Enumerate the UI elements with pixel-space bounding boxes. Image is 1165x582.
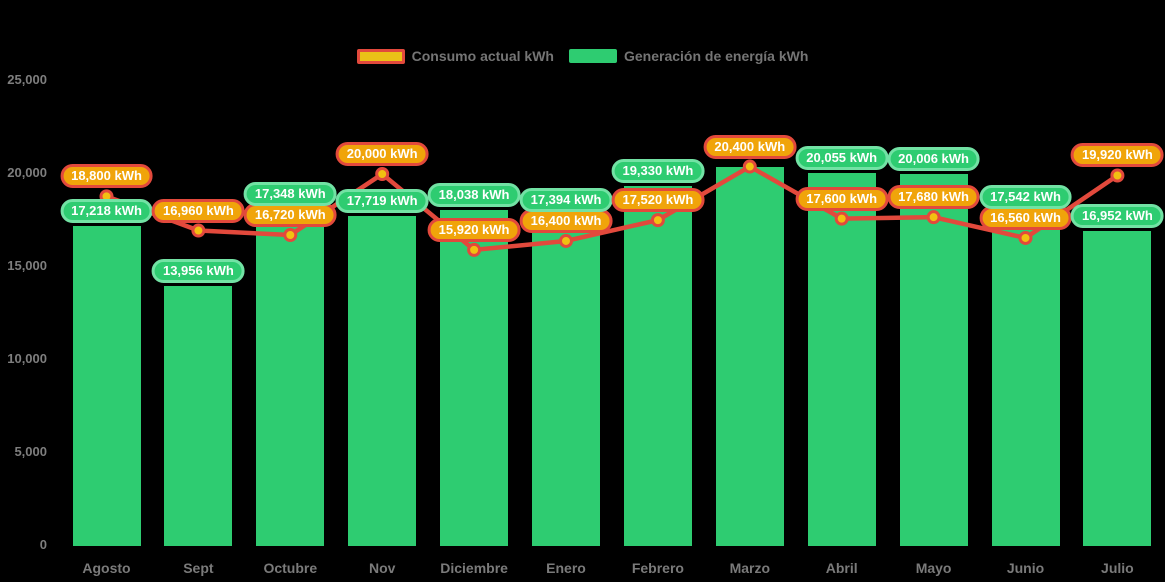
generation-value-label: 20,055 kWh (795, 145, 889, 170)
generation-value-label: 17,719 kWh (335, 189, 429, 214)
line-marker (1018, 230, 1033, 245)
generation-bar (72, 225, 141, 546)
generation-bar (899, 173, 968, 546)
generation-value-label: 19,330 kWh (611, 159, 705, 184)
generation-value-label: 20,006 kWh (887, 146, 981, 171)
consumption-value-label: 17,600 kWh (795, 186, 889, 211)
legend-item-generation: Generación de energía kWh (568, 48, 809, 64)
generation-value-label: 16,952 kWh (1070, 203, 1164, 228)
x-axis-label-octubre: Octubre (263, 560, 318, 576)
line-marker (742, 159, 757, 174)
consumption-value-label: 20,400 kWh (703, 134, 797, 159)
x-axis-label-abril: Abril (825, 560, 858, 576)
line-marker (834, 211, 849, 226)
consumption-value-label: 16,720 kWh (243, 203, 337, 227)
chart-legend: Consumo actual kWh Generación de energía… (0, 48, 1165, 64)
generation-value-label: 17,394 kWh (519, 187, 613, 212)
line-marker (650, 213, 665, 228)
consumption-value-label: 20,000 kWh (335, 142, 429, 166)
x-axis-label-enero: Enero (546, 560, 586, 576)
consumption-line-path (105, 164, 1119, 253)
generation-value-label: 17,542 kWh (979, 184, 1072, 209)
generation-swatch-icon (568, 49, 617, 63)
consumption-value-label: 18,800 kWh (60, 164, 153, 189)
x-axis-label-mayo: Mayo (915, 560, 952, 576)
legend-label-consumption: Consumo actual kWh (411, 48, 554, 64)
legend-label-generation: Generación de energía kWh (623, 48, 809, 64)
x-axis-label-agosto: Agosto (82, 560, 131, 576)
x-axis-label-sept: Sept (183, 560, 214, 576)
x-axis-label-febrero: Febrero (631, 560, 684, 576)
line-marker (1110, 168, 1125, 183)
consumption-value-label: 16,560 kWh (979, 205, 1072, 230)
line-marker (283, 228, 298, 243)
generation-bar (991, 219, 1060, 546)
y-axis-tick-label: 15,000 (7, 258, 47, 273)
generation-value-label: 13,956 kWh (151, 259, 245, 284)
line-marker (375, 167, 390, 181)
generation-bar (715, 166, 784, 546)
generation-value-label: 18,038 kWh (427, 183, 521, 208)
x-axis-label-marzo: Marzo (729, 560, 771, 576)
consumption-value-label: 17,680 kWh (887, 185, 981, 210)
line-marker (559, 233, 573, 248)
generation-bar (807, 172, 876, 546)
y-axis-tick-label: 25,000 (7, 72, 47, 87)
line-marker (191, 223, 206, 238)
consumption-value-label: 19,920 kWh (1070, 143, 1164, 168)
legend-item-consumption: Consumo actual kWh (356, 48, 554, 64)
consumption-value-label: 16,960 kWh (151, 198, 245, 223)
consumption-value-label: 16,400 kWh (519, 208, 613, 233)
generation-value-label: 17,348 kWh (243, 182, 337, 206)
consumption-swatch-icon (356, 48, 405, 64)
y-axis-tick-label: 20,000 (7, 165, 47, 180)
x-axis-label-diciembre: Diciembre (440, 560, 508, 576)
consumption-value-label: 17,520 kWh (611, 188, 705, 213)
x-axis-label-julio: Julio (1101, 560, 1134, 576)
y-axis-tick-label: 10,000 (7, 351, 47, 366)
generation-bar (623, 186, 692, 546)
x-axis-label-junio: Junio (1006, 560, 1045, 576)
generation-bar (440, 210, 509, 546)
x-axis-label-nov: Nov (368, 560, 396, 576)
generation-value-label: 17,218 kWh (60, 198, 153, 223)
consumption-value-label: 15,920 kWh (427, 217, 521, 242)
y-axis-tick-label: 5,000 (14, 444, 47, 459)
generation-bar (1083, 230, 1152, 546)
generation-bar (532, 222, 600, 546)
line-marker (467, 242, 482, 257)
generation-bar (164, 286, 233, 546)
line-marker (926, 210, 941, 225)
generation-bar (256, 223, 325, 546)
generation-bar (348, 216, 417, 546)
y-axis-tick-label: 0 (39, 537, 47, 552)
